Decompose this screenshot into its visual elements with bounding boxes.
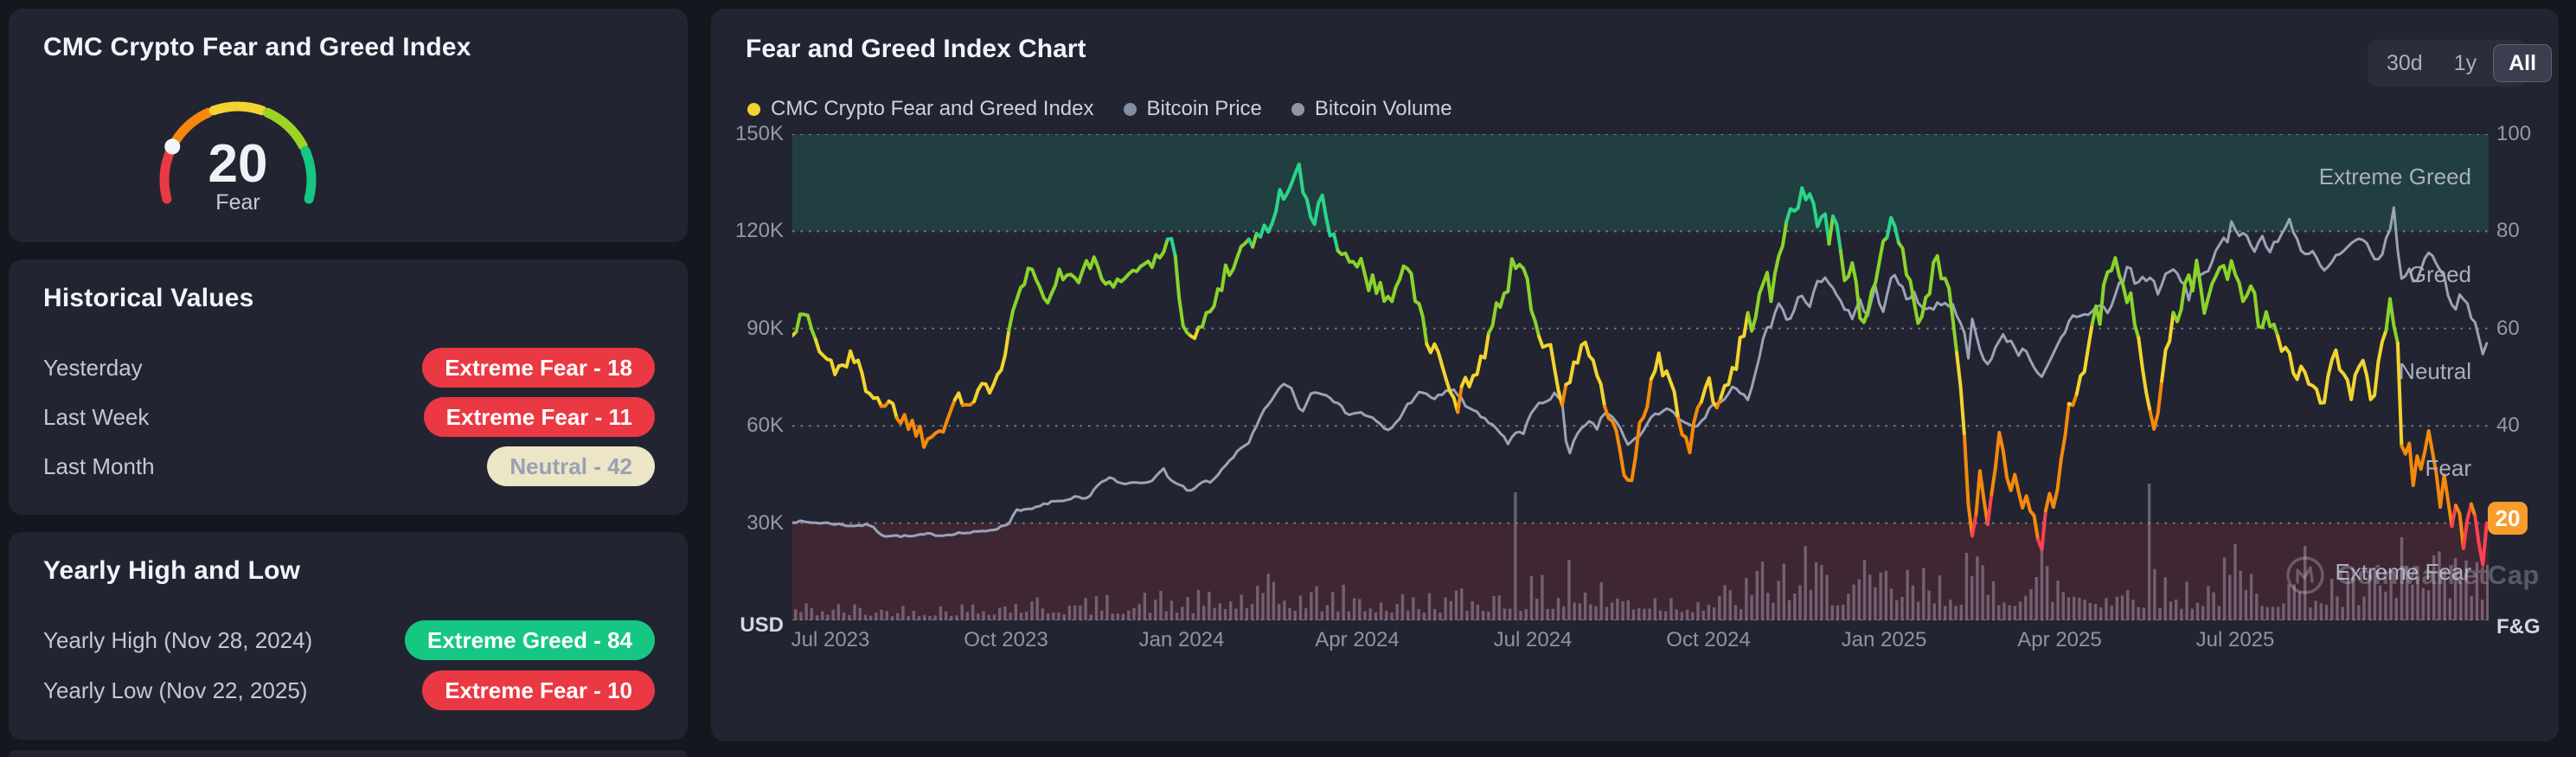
yearly-high-low-card: Yearly High and Low Yearly High (Nov 28,… bbox=[9, 532, 688, 740]
gauge-value: 20 bbox=[208, 134, 268, 194]
legend-item-bitcoin-price[interactable]: Bitcoin Price bbox=[1123, 97, 1262, 121]
x-axis-label-jan-2024: Jan 2024 bbox=[1138, 628, 1225, 651]
zone-label-neutral: Neutral bbox=[2399, 358, 2471, 384]
right-axis-tick-40: 40 bbox=[2496, 414, 2520, 437]
legend-label: CMC Crypto Fear and Greed Index bbox=[771, 97, 1094, 120]
gauge-arc-svg bbox=[159, 101, 317, 204]
range-button-30d[interactable]: 30d bbox=[2387, 50, 2423, 75]
fear-greed-chart-card: Fear and Greed Index Chart CMC Crypto Fe… bbox=[711, 9, 2559, 741]
gray-dot-icon bbox=[1123, 102, 1137, 116]
time-range-selector: 30d 1y All bbox=[2368, 40, 2553, 87]
x-axis-label-apr-2025: Apr 2025 bbox=[2017, 628, 2102, 651]
row-label: Yearly Low (Nov 22, 2025) bbox=[43, 677, 308, 703]
gauge-card-title: CMC Crypto Fear and Greed Index bbox=[43, 33, 471, 61]
left-axis-tick-30k: 30K bbox=[747, 511, 784, 535]
legend-label: Bitcoin Volume bbox=[1314, 97, 1452, 120]
historical-row-last-week: Last Week Extreme Fear - 11 bbox=[43, 397, 655, 437]
x-axis-label-jan-2025: Jan 2025 bbox=[1841, 628, 1927, 651]
fear-greed-gauge: 20 Fear bbox=[138, 85, 337, 223]
x-axis-label-oct-2023: Oct 2023 bbox=[964, 628, 1048, 651]
legend-item-bitcoin-volume[interactable]: Bitcoin Volume bbox=[1291, 97, 1452, 121]
row-label: Yesterday bbox=[43, 355, 143, 381]
zone-label-extreme-fear: Extreme Fear bbox=[2335, 559, 2472, 585]
left-axis-unit-usd: USD bbox=[740, 613, 784, 637]
row-label: Last Month bbox=[43, 453, 155, 479]
current-value-badge: 20 bbox=[2488, 502, 2528, 535]
fear-greed-chart-plot[interactable] bbox=[792, 134, 2489, 620]
legend-item-fear-greed-index[interactable]: CMC Crypto Fear and Greed Index bbox=[747, 97, 1094, 121]
chart-legend: CMC Crypto Fear and Greed Index Bitcoin … bbox=[747, 97, 1452, 121]
value-badge: Extreme Fear - 18 bbox=[422, 348, 655, 388]
watermark-text: CoinMarketCap bbox=[2337, 560, 2540, 590]
left-axis-tick-150k: 150K bbox=[734, 122, 784, 145]
left-axis-tick-60k: 60K bbox=[747, 414, 784, 437]
legend-label: Bitcoin Price bbox=[1146, 97, 1262, 120]
historical-values-card: Historical Values Yesterday Extreme Fear… bbox=[9, 260, 688, 515]
zone-label-extreme-greed: Extreme Greed bbox=[2318, 164, 2471, 189]
fear-greed-gauge-card: CMC Crypto Fear and Greed Index 20 Fear bbox=[9, 9, 688, 242]
zone-label-greed: Greed bbox=[2408, 261, 2471, 287]
value-badge: Extreme Greed - 84 bbox=[404, 620, 655, 660]
value-badge: Neutral - 42 bbox=[487, 446, 655, 486]
yellow-dot-icon bbox=[747, 102, 760, 116]
x-axis-label-oct-2024: Oct 2024 bbox=[1666, 628, 1751, 651]
historical-row-yesterday: Yesterday Extreme Fear - 18 bbox=[43, 348, 655, 388]
range-button-all[interactable]: All bbox=[2493, 44, 2553, 82]
coinmarketcap-watermark: CoinMarketCap bbox=[2285, 555, 2540, 595]
gauge-classification: Fear bbox=[215, 190, 260, 215]
value-badge: Extreme Fear - 10 bbox=[422, 670, 655, 710]
next-card-top-edge bbox=[9, 750, 688, 757]
value-badge: Extreme Fear - 11 bbox=[423, 397, 655, 437]
yearly-high-row: Yearly High (Nov 28, 2024) Extreme Greed… bbox=[43, 620, 655, 660]
left-axis-tick-90k: 90K bbox=[747, 317, 784, 340]
row-label: Last Week bbox=[43, 404, 150, 430]
row-label: Yearly High (Nov 28, 2024) bbox=[43, 627, 313, 653]
right-axis-tick-100: 100 bbox=[2496, 122, 2532, 145]
gray-dot-icon bbox=[1291, 102, 1304, 116]
right-axis-tick-60: 60 bbox=[2496, 317, 2520, 340]
chart-title: Fear and Greed Index Chart bbox=[746, 35, 1086, 63]
zone-label-fear: Fear bbox=[2425, 455, 2471, 481]
coinmarketcap-logo-icon bbox=[2286, 556, 2324, 594]
range-button-1y[interactable]: 1y bbox=[2453, 50, 2477, 75]
left-axis-tick-120k: 120K bbox=[734, 219, 784, 242]
x-axis-label-jul-2024: Jul 2024 bbox=[1493, 628, 1573, 651]
x-axis-label-apr-2024: Apr 2024 bbox=[1315, 628, 1400, 651]
x-axis-label-jul-2025: Jul 2025 bbox=[2195, 628, 2275, 651]
yearly-low-row: Yearly Low (Nov 22, 2025) Extreme Fear -… bbox=[43, 670, 655, 710]
x-axis-label-jul-2023: Jul 2023 bbox=[791, 628, 870, 651]
right-axis-tick-80: 80 bbox=[2496, 219, 2520, 242]
yearly-high-low-title: Yearly High and Low bbox=[43, 556, 301, 585]
right-axis-unit-fg: F&G bbox=[2496, 615, 2541, 638]
historical-row-last-month: Last Month Neutral - 42 bbox=[43, 446, 655, 486]
historical-values-title: Historical Values bbox=[43, 284, 254, 312]
